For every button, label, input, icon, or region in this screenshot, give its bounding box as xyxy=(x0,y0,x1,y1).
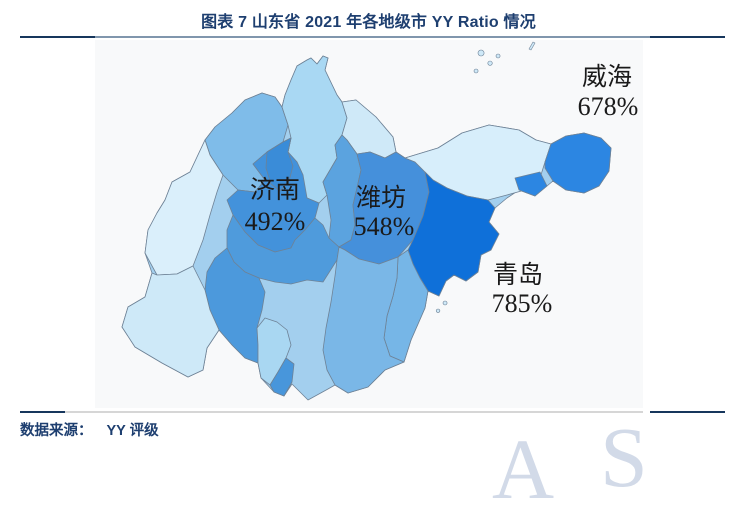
region-liaocheng xyxy=(144,139,224,276)
region-linyi xyxy=(322,246,405,394)
region-zaozhuang xyxy=(256,317,292,386)
region-zaozhuang-south xyxy=(269,357,295,397)
data-source: 数据来源： YY 评级 xyxy=(20,419,159,440)
title-rule-middle xyxy=(95,36,650,38)
title-rule-dark-left xyxy=(20,36,95,38)
footer-rule-dark-right xyxy=(650,411,725,413)
watermark-letter-a: A xyxy=(492,421,555,517)
label-qingdao-name: 青岛 xyxy=(493,261,543,289)
label-jinan-value: 492% xyxy=(245,207,306,236)
shandong-map-panel: 济南 492% 潍坊 548% 威海 678% 青岛 785% xyxy=(95,40,643,408)
region-weihai xyxy=(514,132,612,197)
islands xyxy=(435,41,536,313)
label-qingdao-value: 785% xyxy=(492,289,553,318)
label-weifang-value: 548% xyxy=(354,212,415,241)
data-source-label: 数据来源： xyxy=(20,423,93,439)
region-jinan-north xyxy=(265,137,294,192)
footer-rule-middle xyxy=(65,411,643,413)
shandong-choropleth-map: 济南 492% 潍坊 548% 威海 678% 青岛 785% xyxy=(121,41,639,401)
region-heze xyxy=(121,265,220,378)
label-weifang-name: 潍坊 xyxy=(356,184,406,212)
footer-rule-dark-left xyxy=(20,411,65,413)
label-weihai-value: 678% xyxy=(578,92,639,121)
region-qingdao xyxy=(407,171,500,297)
title-rule-dark-right xyxy=(650,36,725,38)
label-jinan-name: 济南 xyxy=(250,176,300,204)
data-source-value: YY 评级 xyxy=(106,423,159,439)
watermark-letter-s: S xyxy=(600,409,648,505)
figure-title: 图表 7 山东省 2021 年各地级市 YY Ratio 情况 xyxy=(201,14,536,31)
label-weihai-name: 威海 xyxy=(582,63,632,91)
